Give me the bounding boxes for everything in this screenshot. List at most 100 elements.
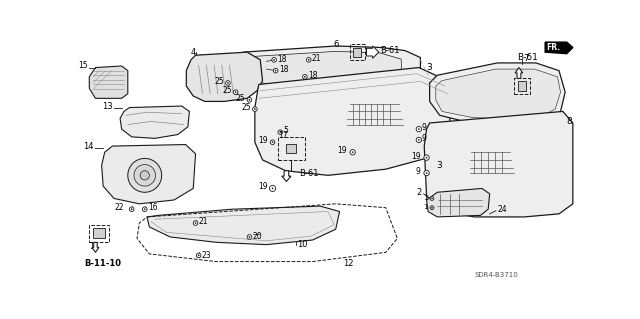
- Circle shape: [144, 209, 145, 210]
- Polygon shape: [239, 46, 420, 92]
- Circle shape: [270, 140, 275, 145]
- Circle shape: [431, 207, 433, 208]
- Text: 18: 18: [279, 64, 288, 74]
- Circle shape: [198, 255, 199, 256]
- Circle shape: [235, 92, 236, 93]
- Circle shape: [131, 209, 132, 210]
- Text: 9: 9: [422, 123, 427, 132]
- Circle shape: [234, 90, 238, 94]
- Text: 9: 9: [415, 167, 420, 176]
- Circle shape: [143, 207, 147, 211]
- Polygon shape: [515, 68, 523, 78]
- Text: 18: 18: [308, 71, 317, 80]
- Circle shape: [430, 206, 434, 210]
- Text: SDR4-B3710: SDR4-B3710: [474, 272, 518, 278]
- Circle shape: [431, 198, 433, 199]
- Text: 16: 16: [148, 203, 157, 212]
- Text: 8: 8: [566, 117, 572, 126]
- Text: 15: 15: [78, 62, 88, 70]
- Polygon shape: [427, 189, 490, 217]
- Circle shape: [416, 137, 422, 143]
- Circle shape: [430, 197, 434, 200]
- Bar: [515, 78, 530, 94]
- Text: 3: 3: [436, 161, 442, 170]
- Text: 12: 12: [344, 259, 354, 268]
- Text: B-61: B-61: [380, 46, 400, 55]
- Text: 19: 19: [259, 182, 268, 191]
- Text: 2: 2: [417, 188, 422, 197]
- Circle shape: [352, 152, 353, 153]
- Polygon shape: [282, 171, 291, 182]
- Text: B-61: B-61: [516, 53, 538, 62]
- Text: 6: 6: [333, 40, 339, 49]
- Text: 11: 11: [90, 242, 99, 251]
- Text: 19: 19: [411, 152, 420, 160]
- Circle shape: [426, 172, 427, 174]
- Polygon shape: [120, 106, 189, 138]
- Circle shape: [247, 98, 252, 102]
- Text: B-11-10: B-11-10: [84, 259, 121, 268]
- Polygon shape: [90, 66, 128, 98]
- Text: 1: 1: [423, 204, 428, 210]
- Circle shape: [278, 130, 283, 135]
- Bar: [93, 228, 106, 238]
- Circle shape: [227, 82, 228, 84]
- Polygon shape: [186, 52, 262, 101]
- Circle shape: [272, 57, 276, 62]
- Polygon shape: [429, 63, 565, 124]
- Bar: [353, 48, 361, 57]
- Text: 25: 25: [222, 86, 232, 95]
- Circle shape: [247, 235, 252, 239]
- Text: 24: 24: [497, 205, 507, 214]
- Text: 13: 13: [102, 101, 113, 111]
- Text: 17: 17: [278, 131, 287, 140]
- Polygon shape: [424, 111, 573, 217]
- Text: 20: 20: [253, 233, 262, 241]
- Circle shape: [269, 185, 276, 191]
- Circle shape: [424, 170, 429, 176]
- Circle shape: [129, 207, 134, 211]
- Polygon shape: [247, 51, 402, 87]
- Bar: [518, 81, 526, 91]
- Circle shape: [272, 188, 273, 189]
- Circle shape: [249, 99, 250, 100]
- Circle shape: [254, 108, 255, 110]
- Bar: [90, 225, 109, 242]
- Circle shape: [253, 107, 257, 111]
- Circle shape: [195, 222, 196, 224]
- Circle shape: [280, 132, 281, 133]
- Polygon shape: [436, 69, 561, 119]
- Polygon shape: [92, 242, 99, 252]
- Text: 23: 23: [202, 251, 211, 260]
- Text: 18: 18: [277, 55, 287, 63]
- Bar: [285, 144, 296, 153]
- Bar: [349, 44, 365, 60]
- Circle shape: [303, 74, 307, 79]
- Circle shape: [272, 142, 273, 143]
- Text: 25: 25: [236, 94, 245, 103]
- Text: 14: 14: [83, 142, 93, 151]
- Text: 25: 25: [214, 77, 224, 86]
- Circle shape: [193, 221, 198, 226]
- Circle shape: [196, 253, 201, 258]
- Polygon shape: [367, 46, 379, 58]
- Text: 22: 22: [115, 203, 124, 212]
- Circle shape: [273, 68, 278, 73]
- Text: 21: 21: [198, 217, 208, 226]
- Circle shape: [225, 81, 230, 85]
- Circle shape: [307, 57, 311, 62]
- Circle shape: [275, 70, 276, 71]
- Circle shape: [134, 165, 156, 186]
- Text: 7: 7: [524, 54, 529, 63]
- Circle shape: [249, 236, 250, 238]
- Circle shape: [308, 59, 309, 61]
- Text: B-61: B-61: [299, 168, 318, 178]
- Text: 4: 4: [190, 48, 196, 57]
- Circle shape: [426, 157, 427, 158]
- Circle shape: [350, 150, 355, 155]
- Text: 5: 5: [284, 126, 288, 135]
- Circle shape: [304, 76, 305, 78]
- Text: 9: 9: [422, 134, 427, 143]
- Text: 21: 21: [312, 54, 321, 63]
- Text: 19: 19: [259, 136, 268, 145]
